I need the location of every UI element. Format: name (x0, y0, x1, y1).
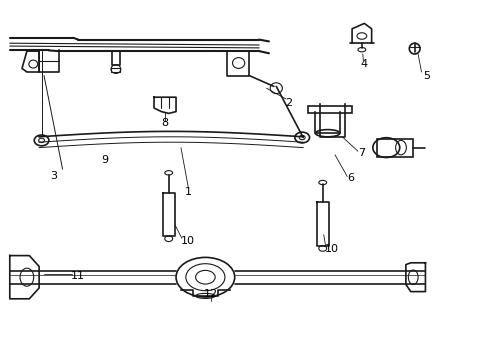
Text: 5: 5 (422, 71, 429, 81)
Text: 8: 8 (162, 118, 168, 128)
Text: 2: 2 (285, 98, 291, 108)
Text: 7: 7 (358, 148, 365, 158)
Text: 12: 12 (204, 289, 218, 300)
Text: 10: 10 (181, 236, 195, 246)
Text: 10: 10 (324, 244, 338, 254)
Text: 1: 1 (184, 186, 191, 197)
Text: 3: 3 (50, 171, 57, 181)
Text: 11: 11 (71, 271, 85, 281)
Text: 6: 6 (347, 173, 354, 183)
Text: 9: 9 (102, 155, 108, 165)
Text: 4: 4 (360, 59, 367, 69)
